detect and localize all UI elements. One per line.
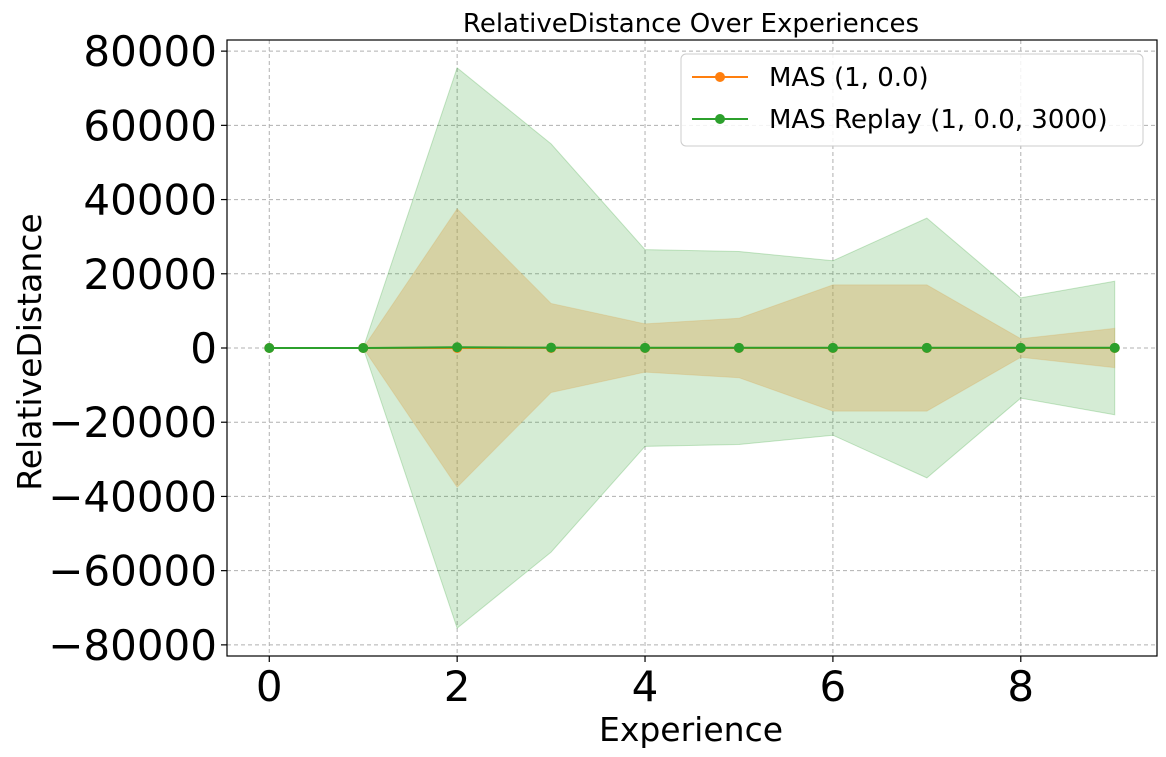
series-point-1 <box>546 342 557 353</box>
y-tick-label: 0 <box>190 324 217 373</box>
y-tick-label: 40000 <box>83 176 217 225</box>
legend-box <box>680 53 1144 147</box>
series-point-1 <box>264 343 275 353</box>
chart-title: RelativeDistance Over Experiences <box>463 9 919 39</box>
series-point-1 <box>1109 342 1120 353</box>
y-tick-label: 80000 <box>83 27 217 76</box>
series-point-1 <box>921 342 932 353</box>
x-tick-label: 4 <box>632 662 659 711</box>
x-tick-label: 6 <box>820 662 847 711</box>
series-point-1 <box>827 342 838 353</box>
series-point-1 <box>733 342 744 353</box>
legend-label-1: MAS Replay (1, 0.0, 3000) <box>769 105 1108 135</box>
x-axis-label: Experience <box>599 710 783 749</box>
series-point-1 <box>1015 342 1026 353</box>
y-tick-label: 20000 <box>83 250 217 299</box>
legend: MAS (1, 0.0) MAS Replay (1, 0.0, 3000) <box>680 53 1144 147</box>
series-point-1 <box>640 342 651 353</box>
y-tick-label: −40000 <box>48 472 217 521</box>
y-tick-label: −60000 <box>48 547 217 596</box>
legend-marker-1 <box>715 114 725 124</box>
y-tick-label: −20000 <box>48 398 217 447</box>
x-tick-label: 2 <box>444 662 471 711</box>
x-tick-label: 0 <box>256 662 283 711</box>
x-axis-ticks: 0 2 4 6 8 <box>256 656 1034 711</box>
series-line-1 <box>269 346 1115 349</box>
legend-label-0: MAS (1, 0.0) <box>769 63 929 93</box>
y-axis-ticks: −80000 −60000 −40000 −20000 0 20000 40000 60000… <box>48 27 227 670</box>
y-tick-label: −80000 <box>48 621 217 670</box>
x-tick-label: 8 <box>1007 662 1034 711</box>
series-point-1 <box>452 342 463 353</box>
series-point-1 <box>358 343 369 353</box>
legend-marker-0 <box>715 72 725 82</box>
y-axis-label: RelativeDistance <box>10 213 49 490</box>
y-tick-label: 60000 <box>83 101 217 150</box>
series-lines <box>264 342 1120 353</box>
